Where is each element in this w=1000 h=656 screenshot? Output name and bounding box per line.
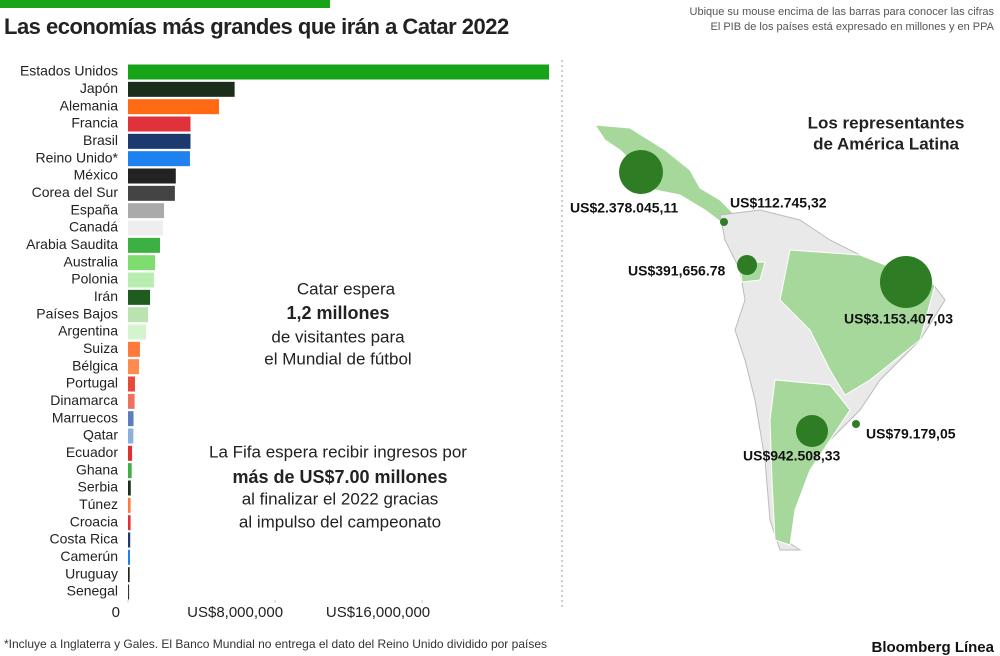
bar bbox=[128, 99, 220, 115]
map-label: US$3.153.407,03 bbox=[844, 311, 953, 327]
annotation: Catar espera 1,2 millones de visitantes … bbox=[209, 279, 467, 531]
bar bbox=[128, 515, 131, 531]
bar bbox=[128, 411, 134, 427]
category-label: Túnez bbox=[79, 496, 118, 512]
map-bubble bbox=[737, 255, 757, 275]
category-label: Suiza bbox=[83, 340, 118, 356]
annotation-line: Catar espera bbox=[297, 279, 396, 298]
bar bbox=[128, 532, 131, 548]
bar bbox=[128, 584, 130, 600]
x-tick-label: 0 bbox=[112, 604, 120, 621]
category-label: Países Bajos bbox=[36, 305, 118, 321]
category-label: Costa Rica bbox=[50, 531, 119, 547]
bar bbox=[128, 255, 156, 271]
bar bbox=[128, 463, 132, 479]
bar bbox=[128, 237, 160, 253]
bar bbox=[128, 81, 235, 97]
bar bbox=[128, 341, 140, 357]
bar bbox=[128, 168, 176, 184]
category-label: Francia bbox=[71, 115, 118, 131]
category-label: Serbia bbox=[78, 479, 119, 495]
bar bbox=[128, 549, 131, 565]
category-label: Canadá bbox=[69, 219, 118, 235]
footnote: *Incluye a Inglaterra y Gales. El Banco … bbox=[4, 637, 547, 651]
bar bbox=[128, 289, 151, 305]
category-label: Polonia bbox=[71, 271, 118, 287]
bar bbox=[128, 376, 135, 392]
category-label: Portugal bbox=[66, 375, 118, 391]
map-label: US$112.745,32 bbox=[730, 195, 827, 211]
map-title: Los representantes bbox=[808, 113, 965, 132]
map-bubble bbox=[796, 415, 828, 447]
bar bbox=[128, 133, 191, 149]
annotation-line: La Fifa espera recibir ingresos por bbox=[209, 442, 467, 461]
category-label: Uruguay bbox=[65, 565, 118, 581]
category-label: Senegal bbox=[67, 583, 118, 599]
header-note: Ubique su mouse encima de las barras par… bbox=[690, 6, 995, 18]
header-note: El PIB de los países está expresado en m… bbox=[710, 21, 994, 33]
category-label: Croacia bbox=[70, 513, 118, 529]
bar bbox=[128, 393, 135, 409]
category-label: Dinamarca bbox=[50, 392, 118, 408]
map: Los representantes de América Latina US$… bbox=[570, 113, 965, 551]
map-label: US$2.378.045,11 bbox=[570, 200, 678, 216]
category-label: España bbox=[71, 201, 119, 217]
map-bubble bbox=[852, 420, 860, 428]
annotation-line: 1,2 millones bbox=[286, 303, 389, 323]
bar bbox=[128, 359, 140, 375]
category-label: Marruecos bbox=[52, 409, 118, 425]
annotation-line: el Mundial de fútbol bbox=[264, 349, 411, 368]
category-label: Irán bbox=[94, 288, 118, 304]
category-label: Estados Unidos bbox=[20, 63, 118, 79]
x-tick-label: US$8,000,000 bbox=[187, 604, 283, 621]
map-label: US$391,656.78 bbox=[628, 263, 726, 279]
map-label: US$942.508,33 bbox=[743, 448, 841, 464]
x-tick-label: US$16,000,000 bbox=[326, 604, 430, 621]
bar bbox=[128, 480, 131, 496]
bar bbox=[128, 567, 130, 583]
chart-title: Las economías más grandes que irán a Cat… bbox=[4, 14, 509, 39]
bar bbox=[128, 307, 149, 323]
category-label: México bbox=[74, 167, 119, 183]
category-label: Argentina bbox=[58, 323, 118, 339]
category-label: Arabia Saudita bbox=[26, 236, 118, 252]
brand: Bloomberg Línea bbox=[871, 639, 994, 656]
bar bbox=[128, 428, 134, 444]
bar bbox=[128, 220, 163, 236]
map-label: US$79.179,05 bbox=[866, 426, 956, 442]
map-title: de América Latina bbox=[813, 134, 959, 153]
title-accent bbox=[0, 0, 330, 8]
category-label: Alemania bbox=[60, 97, 119, 113]
category-label: Ecuador bbox=[66, 444, 118, 460]
bar bbox=[128, 151, 190, 167]
bar bbox=[128, 116, 191, 132]
bar bbox=[128, 324, 147, 340]
bar bbox=[128, 64, 549, 80]
category-label: Camerún bbox=[60, 548, 118, 564]
category-label: Brasil bbox=[83, 132, 118, 148]
category-label: Australia bbox=[64, 253, 119, 269]
map-bubble bbox=[720, 218, 728, 226]
map-argentina bbox=[769, 379, 851, 546]
category-label: Qatar bbox=[83, 427, 118, 443]
bar bbox=[128, 445, 133, 461]
annotation-line: de visitantes para bbox=[271, 327, 405, 346]
bar bbox=[128, 185, 175, 201]
category-label: Bélgica bbox=[72, 357, 118, 373]
category-label: Reino Unido* bbox=[36, 149, 119, 165]
category-label: Corea del Sur bbox=[32, 184, 119, 200]
annotation-line: más de US$7.00 millones bbox=[232, 467, 447, 487]
map-bubble bbox=[880, 256, 932, 308]
bar bbox=[128, 272, 154, 288]
bar bbox=[128, 203, 165, 219]
annotation-line: al finalizar el 2022 gracias bbox=[242, 489, 439, 508]
map-bubble bbox=[619, 150, 663, 194]
bar bbox=[128, 497, 131, 513]
category-label: Ghana bbox=[76, 461, 118, 477]
annotation-line: al impulso del campeonato bbox=[239, 512, 441, 531]
category-label: Japón bbox=[80, 80, 118, 96]
